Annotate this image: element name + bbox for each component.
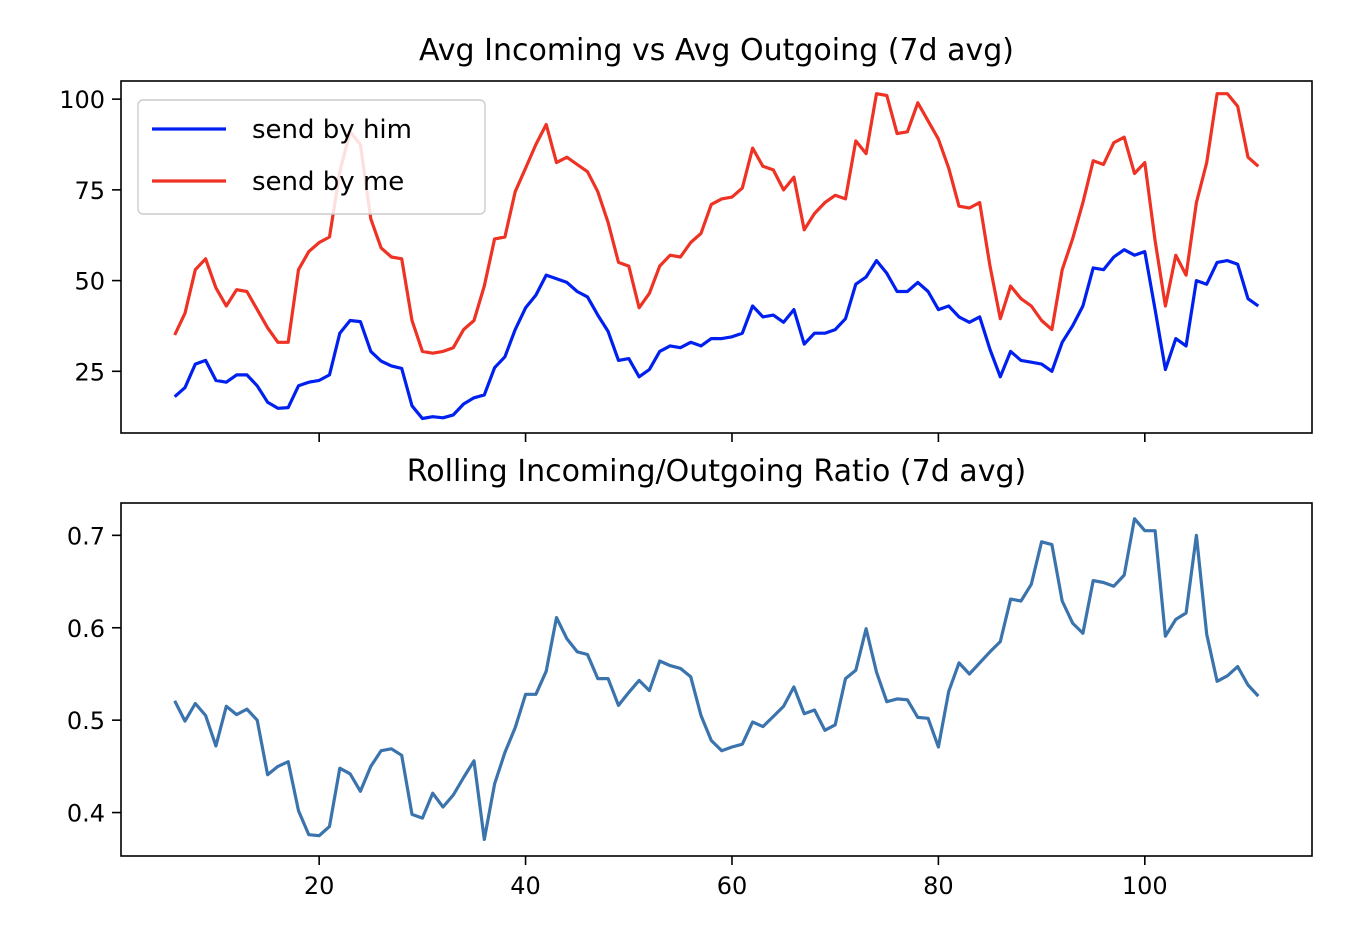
chart-title: Rolling Incoming/Outgoing Ratio (7d avg) <box>407 454 1026 489</box>
axes-frame <box>120 80 1313 434</box>
legend-label-send-by-me: send by me <box>252 167 404 197</box>
y-tick-label: 0.7 <box>67 522 105 550</box>
x-tick-label: 100 <box>1122 872 1168 900</box>
tick-group: 25 50 75 100 <box>59 86 1146 442</box>
series-group <box>173 517 1260 842</box>
x-tick-label: 80 <box>923 872 954 900</box>
y-tick-label: 0.5 <box>67 707 105 735</box>
legend: send by him send by me <box>137 99 486 215</box>
series-line-1 <box>173 248 1260 421</box>
x-tick-label: 60 <box>717 872 748 900</box>
series-line-1 <box>173 517 1260 842</box>
legend-label-send-by-him: send by him <box>252 115 412 145</box>
axes-frame <box>120 502 1313 857</box>
y-tick-label: 25 <box>74 358 105 386</box>
y-tick-label: 0.4 <box>67 800 105 828</box>
ratio-panel: Rolling Incoming/Outgoing Ratio (7d avg)… <box>67 454 1313 900</box>
y-tick-label: 0.6 <box>67 615 105 643</box>
x-tick-label: 20 <box>304 872 335 900</box>
y-tick-label: 50 <box>74 268 105 296</box>
x-tick-label: 40 <box>510 872 541 900</box>
y-tick-label: 75 <box>74 177 105 205</box>
y-tick-label: 100 <box>59 86 105 114</box>
chart-title: Avg Incoming vs Avg Outgoing (7d avg) <box>419 33 1014 68</box>
incoming-outgoing-panel: Avg Incoming vs Avg Outgoing (7d avg) 25… <box>59 33 1313 442</box>
tick-group: 20 40 60 80 100 0.4 0.5 0.6 0.7 <box>67 522 1168 900</box>
